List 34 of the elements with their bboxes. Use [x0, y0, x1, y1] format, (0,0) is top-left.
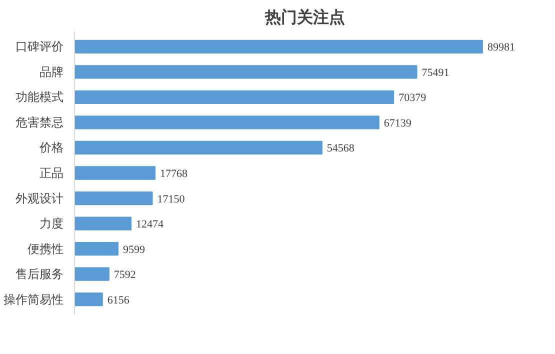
bar [74, 65, 418, 79]
data-label: 6156 [107, 294, 130, 306]
bar [74, 140, 322, 155]
data-label: 17150 [157, 193, 186, 206]
y-tick-label: 操作简易性 [4, 292, 64, 306]
y-tick-label: 功能模式 [16, 90, 64, 104]
y-tick-label: 售后服务 [16, 267, 64, 282]
chart-title: 热门关注点 [264, 8, 345, 26]
data-label: 9599 [123, 244, 146, 256]
bar [74, 191, 153, 206]
y-tick-label: 品牌 [40, 64, 64, 79]
y-tick-label: 力度 [40, 216, 64, 231]
bar [74, 90, 394, 104]
bar [74, 267, 110, 281]
data-label: 7592 [114, 269, 136, 282]
y-tick-label: 危害禁忌 [16, 115, 64, 130]
bar [74, 116, 380, 130]
bar [74, 40, 483, 54]
data-label: 12474 [136, 218, 164, 231]
y-tick-label: 便携性 [28, 242, 64, 256]
data-label: 67139 [384, 117, 412, 130]
data-label: 89981 [487, 42, 515, 54]
data-label: 70379 [398, 92, 427, 104]
y-tick-label: 正品 [40, 166, 64, 180]
y-tick-label: 口碑评价 [16, 40, 64, 54]
bar [74, 242, 119, 256]
bar [74, 292, 103, 306]
y-tick-label: 外观设计 [16, 191, 64, 206]
data-label: 75491 [422, 66, 450, 79]
bar [74, 216, 132, 230]
data-label: 54568 [326, 142, 355, 155]
y-tick-label: 价格 [38, 140, 64, 155]
data-label: 17768 [160, 168, 188, 180]
bar [74, 166, 156, 180]
